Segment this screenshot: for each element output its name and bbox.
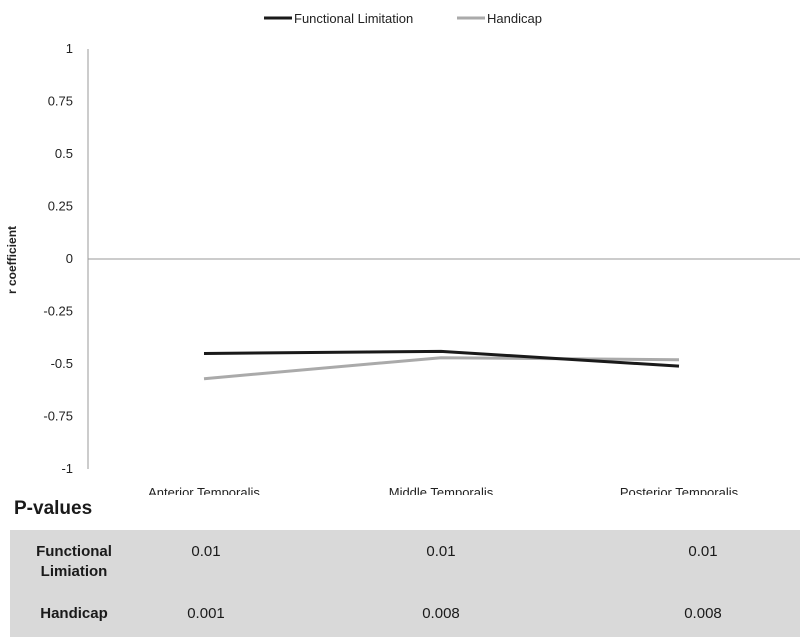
pvalue-cell: 0.01: [426, 543, 456, 560]
y-tick-label: 0: [66, 251, 73, 266]
pvalue-cell: 0.001: [187, 605, 225, 622]
y-tick-label: -1: [61, 461, 73, 476]
x-tick-label: Middle Temporalis: [389, 485, 494, 495]
row-label-line: Limiation: [40, 563, 108, 580]
x-axis-labels: Anterior Temporalis Middle Temporalis Post…: [148, 485, 739, 495]
y-tick-label: -0.5: [51, 356, 73, 371]
line-chart: Functional Limitation Handicap r coeffici…: [5, 11, 800, 495]
legend: Functional Limitation Handicap: [264, 11, 542, 26]
y-tick-label: 1: [66, 41, 73, 56]
pvalue-cell: 0.01: [191, 543, 221, 560]
series-lines: [203, 349, 680, 381]
pvalue-cell: 0.008: [684, 605, 722, 622]
pvalues-heading: P-values: [14, 498, 93, 519]
pvalues-table: Functional Limiation 0.01 0.01 0.01 Hand…: [10, 530, 800, 637]
y-tick-label: 0.75: [48, 94, 73, 109]
legend-label: Functional Limitation: [294, 11, 413, 26]
row-label: Handicap: [10, 604, 138, 624]
x-tick-label: Anterior Temporalis: [148, 485, 260, 495]
pvalue-cell: 0.008: [422, 605, 460, 622]
legend-label: Handicap: [487, 11, 542, 26]
y-tick-label: 0.25: [48, 199, 73, 214]
y-axis: 1 0.75 0.5 0.25 0 -0.25 -0.5 -0.75 -1: [43, 41, 89, 476]
series-line-handicap: [203, 356, 680, 381]
y-axis-label: r coefficient: [5, 226, 19, 294]
row-label-line: Handicap: [40, 605, 108, 622]
series-line-functional-limitation: [203, 349, 680, 368]
y-tick-label: -0.75: [43, 409, 73, 424]
pvalues-row-functional-limitation: Functional Limiation 0.01 0.01 0.01: [10, 540, 800, 584]
pvalue-cell: 0.01: [688, 543, 718, 560]
row-label-line: Functional: [36, 543, 112, 560]
pvalues-row-handicap: Handicap 0.001 0.008 0.008: [10, 602, 800, 628]
x-tick-label: Posterior Temporalis: [620, 485, 739, 495]
row-label: Functional Limiation: [10, 542, 138, 582]
y-tick-label: -0.25: [43, 304, 73, 319]
y-tick-label: 0.5: [55, 146, 73, 161]
